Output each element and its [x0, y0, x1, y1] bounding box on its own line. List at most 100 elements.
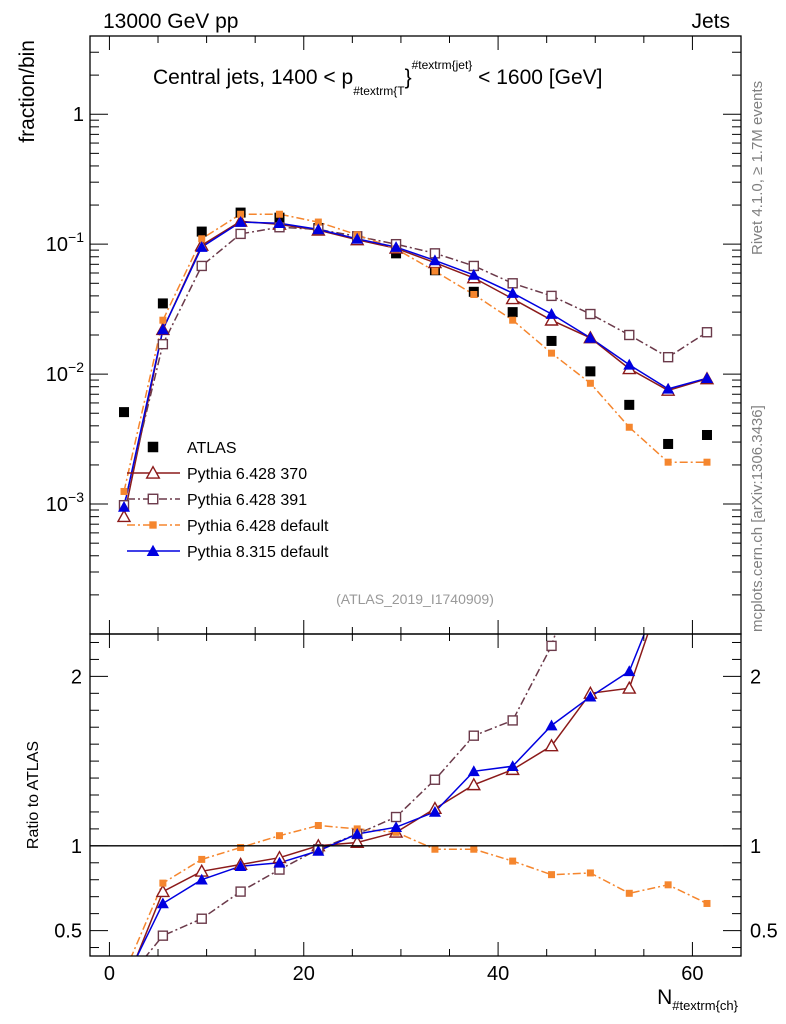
main-point-0-2 [196, 226, 207, 237]
ratio-point-3-12 [584, 690, 597, 702]
main-point-4-9 [467, 268, 480, 280]
main-point-4-12 [584, 331, 597, 343]
plot-title-end: < 1600 [GeV] [472, 66, 602, 89]
legend-marker-4 [146, 544, 160, 557]
plot-title-main: Central jets, 1400 < p [153, 66, 353, 89]
ratio-point-2-11 [548, 871, 556, 879]
main-point-3-1 [159, 316, 167, 324]
ratio-ylabel: Ratio to ATLAS [25, 741, 42, 849]
plot-title-sup: #textrm{jet} [412, 58, 473, 72]
ratio-ytick-label-right: 0.5 [750, 921, 778, 943]
ratio-point-0-15 [701, 552, 713, 563]
ratio-point-3-8 [428, 805, 441, 817]
ratio-point-1-3 [235, 886, 246, 897]
main-point-0-10 [507, 307, 518, 318]
main-point-4-15 [700, 372, 713, 384]
main-point-3-5 [314, 218, 322, 226]
main-point-0-13 [624, 399, 635, 410]
main-point-3-9 [470, 290, 478, 298]
main-point-4-0 [118, 500, 131, 512]
ratio-point-3-15 [701, 543, 713, 554]
ratio-point-2-0 [121, 970, 128, 977]
xtick-label: 60 [681, 963, 703, 985]
main-point-4-7 [390, 241, 403, 252]
xtick-label: 0 [104, 963, 115, 985]
main-point-3-15 [703, 458, 711, 466]
main-point-3-3 [237, 210, 245, 218]
mcplots-label: mcplots.cern.ch [arXiv:1306.3436] [749, 405, 766, 632]
main-ytick-label: 10−1 [46, 229, 84, 256]
ratio-ytick-label: 0.5 [54, 921, 82, 943]
ratio-point-3-9 [467, 765, 480, 777]
ratio-point-3-0 [118, 977, 130, 988]
main-point-1-11 [544, 312, 559, 326]
ratio-point-2-4 [275, 832, 283, 840]
ratio-point-2-5 [314, 822, 322, 830]
ratio-point-3-5 [312, 844, 325, 856]
main-point-1-0 [116, 509, 132, 523]
ratio-point-3-4 [273, 856, 286, 868]
ratio-line-3 [136, 634, 646, 956]
ratio-point-2-8 [431, 845, 439, 853]
ratio-ytick-label-right: 1 [750, 836, 761, 858]
main-point-3-12 [586, 379, 594, 387]
main-point-4-2 [195, 241, 208, 252]
ratio-point-1-7 [390, 811, 402, 823]
ratio-point-0-0 [118, 982, 130, 993]
legend-label-4: Pythia 8.315 default [187, 544, 329, 561]
ratio-point-3-10 [506, 760, 519, 771]
main-point-3-10 [509, 316, 517, 324]
legend-label-3: Pythia 6.428 default [187, 518, 329, 535]
ratio-point-3-14 [662, 569, 674, 580]
ratio-ytick-label: 2 [71, 666, 82, 688]
main-point-2-13 [624, 329, 635, 341]
main-line-2 [123, 226, 708, 506]
ratio-point-2-13 [625, 889, 633, 897]
main-point-0-15 [701, 429, 712, 440]
ratio-point-2-9 [470, 845, 478, 853]
main-point-3-14 [664, 458, 672, 466]
ratio-point-2-14 [664, 881, 672, 889]
ratio-point-3-3 [234, 860, 247, 871]
header-right: Jets [691, 10, 730, 33]
ratio-point-0-11 [544, 738, 559, 752]
legend-label-0: ATLAS [187, 440, 237, 457]
main-point-2-15 [701, 327, 713, 338]
ratio-point-2-3 [237, 844, 245, 852]
main-point-4-10 [506, 287, 519, 298]
main-point-4-14 [662, 382, 675, 394]
ratio-point-3-2 [195, 873, 208, 885]
x-axis-label-sub: #textrm{ch} [672, 998, 738, 1013]
ratio-point-0-13 [622, 680, 637, 694]
main-ytick-label: 10−2 [46, 359, 84, 386]
ratio-line-2 [130, 824, 708, 956]
plot-title-brace: } [405, 66, 412, 89]
ratio-point-1-9 [468, 730, 479, 741]
ratio-point-2-1 [159, 879, 167, 887]
ratio-point-3-11 [545, 719, 558, 731]
ratio-point-0-6 [350, 835, 365, 848]
ratio-point-1-2 [196, 913, 207, 924]
legend-marker-2 [147, 493, 159, 505]
ratio-ytick-label: 1 [71, 836, 82, 858]
main-point-3-11 [548, 349, 556, 357]
main-point-2-12 [585, 308, 596, 320]
ratio-point-1-12 [586, 519, 595, 528]
ratio-point-2-15 [703, 899, 711, 907]
main-point-4-5 [312, 223, 325, 235]
main-point-2-11 [546, 290, 557, 302]
main-point-3-8 [431, 267, 439, 275]
main-point-3-13 [625, 423, 633, 431]
legend-marker-0 [147, 441, 159, 453]
ratio-point-0-1 [155, 884, 171, 898]
xtick-label: 20 [293, 963, 315, 985]
ratio-point-1-10 [507, 715, 518, 726]
watermark: (ATLAS_2019_I1740909) [336, 591, 494, 607]
main-point-2-3 [235, 228, 246, 240]
main-point-4-11 [545, 308, 558, 319]
header-left: 13000 GeV pp [103, 10, 238, 33]
ratio-line-0 [136, 634, 649, 956]
ratio-point-3-6 [351, 827, 364, 839]
legend-marker-3 [149, 521, 157, 529]
